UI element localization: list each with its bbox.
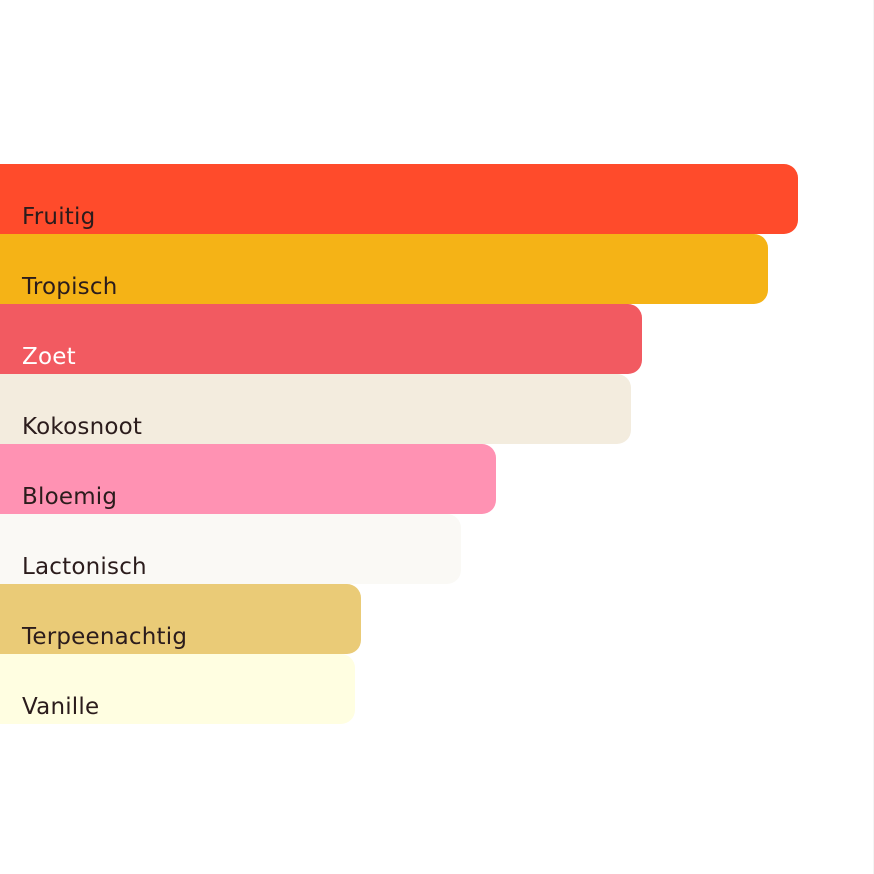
bar-kokosnoot	[0, 374, 631, 444]
bar-lactonisch	[0, 514, 461, 584]
bar-vanille	[0, 654, 355, 724]
bar-label-lactonisch: Lactonisch	[22, 554, 147, 580]
bar-label-fruitig: Fruitig	[22, 204, 96, 230]
bar-zoet	[0, 304, 642, 374]
bar-tropisch	[0, 234, 768, 304]
bar-label-terpeenachtig: Terpeenachtig	[22, 624, 188, 650]
bar-label-bloemig: Bloemig	[22, 484, 118, 510]
bar-label-kokosnoot: Kokosnoot	[22, 414, 143, 440]
bar-bloemig	[0, 444, 496, 514]
bar-label-zoet: Zoet	[22, 344, 76, 370]
bar-label-vanille: Vanille	[22, 694, 100, 720]
bar-terpeenachtig	[0, 584, 361, 654]
bar-label-tropisch: Tropisch	[22, 274, 118, 300]
bar-fruitig	[0, 164, 798, 234]
